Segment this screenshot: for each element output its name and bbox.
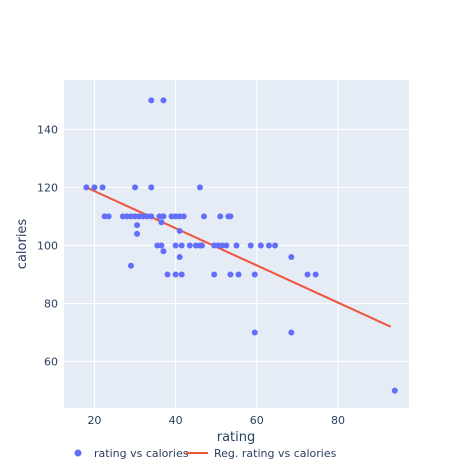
- data-point[interactable]: [272, 242, 279, 249]
- data-point[interactable]: [83, 184, 90, 191]
- legend[interactable]: rating vs calories Reg. rating vs calori…: [74, 447, 337, 460]
- data-point[interactable]: [251, 329, 258, 336]
- data-point[interactable]: [134, 230, 141, 237]
- data-point[interactable]: [257, 242, 264, 249]
- data-point[interactable]: [176, 227, 183, 234]
- data-point[interactable]: [199, 242, 205, 249]
- x-tick-20: 20: [87, 414, 101, 427]
- data-point[interactable]: [148, 184, 155, 191]
- data-point[interactable]: [251, 271, 258, 278]
- data-point[interactable]: [148, 97, 155, 104]
- data-point[interactable]: [265, 242, 272, 249]
- data-point[interactable]: [172, 242, 179, 249]
- data-point[interactable]: [312, 271, 319, 278]
- y-tick-140: 140: [37, 123, 58, 136]
- data-point[interactable]: [148, 213, 155, 220]
- y-tick-80: 80: [44, 298, 58, 311]
- x-tick-labels: 20 40 60 80: [87, 414, 345, 427]
- data-point[interactable]: [227, 213, 234, 220]
- x-tick-40: 40: [169, 414, 183, 427]
- y-axis-title: calories: [15, 219, 30, 270]
- data-point[interactable]: [158, 242, 165, 249]
- data-point[interactable]: [235, 271, 242, 278]
- data-point[interactable]: [172, 271, 179, 278]
- legend-label-line: Reg. rating vs calories: [214, 447, 337, 460]
- data-point[interactable]: [134, 222, 141, 229]
- legend-label-scatter: rating vs calories: [94, 447, 189, 460]
- data-point[interactable]: [211, 271, 218, 278]
- data-point[interactable]: [105, 213, 112, 220]
- data-point[interactable]: [196, 184, 203, 191]
- data-point[interactable]: [132, 184, 139, 191]
- x-tick-80: 80: [331, 414, 345, 427]
- data-point[interactable]: [127, 262, 134, 269]
- data-point[interactable]: [178, 271, 185, 278]
- data-point[interactable]: [160, 213, 167, 220]
- data-point[interactable]: [288, 329, 295, 336]
- regression-line: [85, 186, 392, 328]
- scatter-series: [83, 97, 398, 394]
- x-tick-60: 60: [250, 414, 264, 427]
- data-point[interactable]: [164, 271, 171, 278]
- data-point[interactable]: [288, 254, 295, 261]
- data-point[interactable]: [178, 242, 185, 249]
- legend-marker-scatter: [74, 449, 82, 457]
- data-point[interactable]: [223, 242, 230, 249]
- data-point[interactable]: [201, 213, 208, 220]
- data-point[interactable]: [160, 248, 167, 255]
- data-point[interactable]: [227, 271, 234, 278]
- data-point[interactable]: [186, 242, 193, 249]
- x-axis-title: rating: [217, 430, 256, 445]
- y-tick-100: 100: [37, 239, 58, 252]
- data-point[interactable]: [91, 184, 98, 191]
- data-point[interactable]: [180, 213, 187, 220]
- y-tick-120: 120: [37, 181, 58, 194]
- y-tick-labels: 60 80 100 120 140: [37, 123, 58, 368]
- data-point[interactable]: [160, 97, 167, 104]
- data-point[interactable]: [99, 184, 106, 191]
- data-point[interactable]: [217, 213, 224, 220]
- data-point[interactable]: [304, 271, 311, 278]
- data-point[interactable]: [391, 387, 398, 394]
- y-tick-60: 60: [44, 356, 58, 369]
- data-point[interactable]: [233, 242, 240, 249]
- data-point[interactable]: [176, 254, 183, 261]
- data-point[interactable]: [158, 219, 165, 226]
- data-point[interactable]: [247, 242, 254, 249]
- regression-series: [85, 186, 392, 328]
